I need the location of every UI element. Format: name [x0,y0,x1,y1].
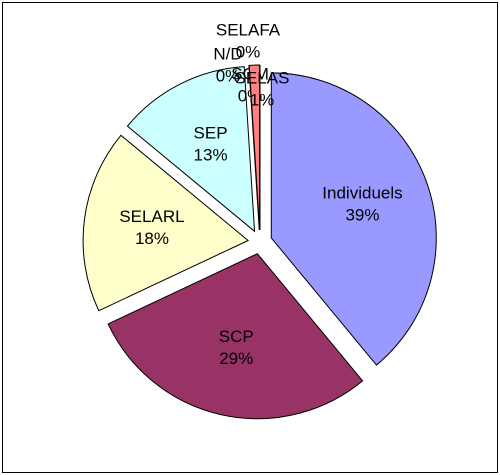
slice-label: SEP [194,123,228,142]
slice-label: SELAS [235,68,290,87]
pie-slice [107,253,364,420]
slice-label: SCP [219,327,254,346]
slice-label: N/D [213,44,242,63]
slice-value-label: 18% [135,229,169,248]
pie-slice [126,66,256,233]
slice-value-label: 1% [250,90,275,109]
slice-label: SELARL [119,207,184,226]
slice-value-label: 29% [219,349,253,368]
slice-value-label: 39% [345,206,379,225]
slice-label: Individuels [322,184,402,203]
slice-value-label: 0% [216,66,241,85]
pie-slice [270,72,437,366]
pie-slice [82,134,250,312]
slice-value-label: 13% [194,145,228,164]
slice-label: SELAFA [216,20,281,39]
slice-value-label: 0% [236,42,261,61]
